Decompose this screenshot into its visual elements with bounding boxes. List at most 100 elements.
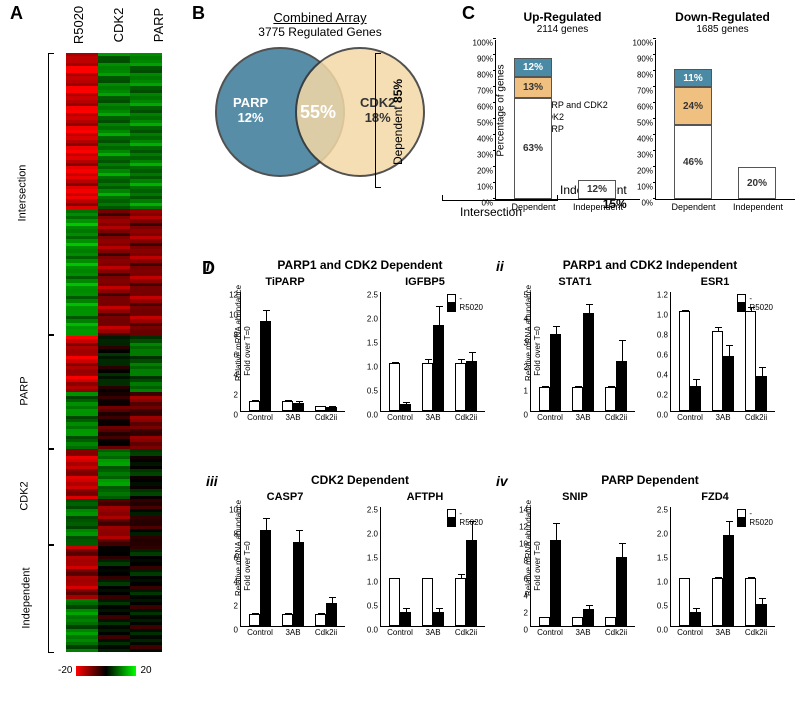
legend-label: -: [749, 509, 752, 518]
bar-pair: [712, 535, 734, 626]
mini-chart: 0.00.51.01.52.02.5-R5020Control3ABCdk2ii: [670, 507, 775, 627]
stacked-group: Up-Regulated 2114 genes 0%10%20%30%40%50…: [485, 10, 640, 200]
bar: [422, 363, 433, 411]
legend-swatch: [737, 294, 746, 303]
bar: [616, 557, 627, 626]
bar: [712, 578, 723, 626]
bar-pair: [712, 331, 734, 411]
mini-xlabel: Control: [245, 411, 275, 422]
mini-chart-container: FZD4 0.00.51.01.52.02.5-R5020Control3ABC…: [650, 491, 780, 627]
bar: [422, 578, 433, 626]
bar: [679, 311, 690, 411]
bar-pair: [282, 542, 304, 626]
bar: [400, 404, 411, 411]
legend-label: R5020: [749, 518, 773, 527]
heatmap-column-labels: R5020CDK2PARP: [58, 5, 178, 45]
mini-xlabel: Control: [535, 626, 565, 637]
scale-min: -20: [58, 665, 72, 676]
mini-group: TiPARP 024681012Relative mRNA abundanceF…: [220, 276, 500, 412]
bar: [605, 617, 616, 626]
mini-chart: 0.00.20.40.60.81.01.2-R5020Control3ABCdk…: [670, 292, 775, 412]
mini-title: ESR1: [650, 276, 780, 288]
independent-bar: 12%: [578, 180, 616, 199]
quad-number: ii: [496, 258, 504, 274]
mini-xlabel: Cdk2ii: [451, 411, 481, 422]
sg-chart: 0%10%20%30%40%50%60%70%80%90%100%12%13%6…: [495, 40, 640, 200]
bar: [616, 361, 627, 411]
mini-title: AFTPH: [360, 491, 490, 503]
quad-number: iv: [496, 473, 508, 489]
stacked-group: Down-Regulated 1685 genes 0%10%20%30%40%…: [645, 10, 795, 200]
legend-swatch: [447, 303, 456, 312]
mini-legend: -R5020: [447, 294, 483, 312]
mini-xlabel: Cdk2ii: [311, 626, 341, 637]
quad-title: PARP1 and CDK2 Dependent: [220, 258, 500, 272]
bar-pair: [389, 363, 411, 411]
bar: [249, 401, 260, 411]
mini-xlabel: 3AB: [568, 411, 598, 422]
mini-xlabel: Control: [675, 626, 705, 637]
bar: [455, 363, 466, 411]
mini-legend: -R5020: [447, 509, 483, 527]
mini-chart: 024681012Relative mRNA abundanceFold ove…: [240, 292, 345, 412]
bar: [466, 361, 477, 411]
bar: [679, 578, 690, 626]
bar: [293, 542, 304, 626]
panel-c-stacked: Percentage of genes PARP and CDK2CDK2PAR…: [460, 5, 790, 235]
bar: [605, 387, 616, 411]
bar-pair: [745, 311, 767, 411]
mini-chart-container: IGFBP5 0.00.51.01.52.02.5-R5020Control3A…: [360, 276, 490, 412]
mini-legend: -R5020: [737, 509, 773, 527]
mini-group: STAT1 012345Relative mRNA abundanceFold …: [510, 276, 790, 412]
bar-pair: [539, 334, 561, 411]
sg-sub: 1685 genes: [645, 24, 795, 35]
quad-number: i: [206, 258, 210, 274]
bar: [550, 334, 561, 411]
dependent-bar: 12%13%63%: [514, 58, 552, 199]
quad: i PARP1 and CDK2 Dependent TiPARP 024681…: [220, 258, 500, 412]
legend-label: R5020: [459, 303, 483, 312]
mini-xlabel: Cdk2ii: [451, 626, 481, 637]
heatmap-row-label: PARP: [19, 376, 31, 405]
bar: [282, 401, 293, 411]
bar: [389, 578, 400, 626]
bar: [572, 617, 583, 626]
heatmap-row-label: Intersection: [16, 165, 28, 222]
bar: [466, 540, 477, 626]
bar-pair: [315, 603, 337, 626]
legend-swatch: [447, 518, 456, 527]
venn-subtitle: 3775 Regulated Genes: [190, 25, 450, 39]
quad: iv PARP Dependent SNIP 02468101214Relati…: [510, 473, 790, 627]
scale-max: 20: [140, 665, 151, 676]
bar: [723, 356, 734, 411]
bar: [723, 535, 734, 626]
bar-segment: 63%: [514, 98, 552, 199]
bar-pair: [455, 540, 477, 626]
bar-segment: 46%: [674, 125, 712, 199]
bar-pair: [572, 609, 594, 626]
bar-segment: 13%: [514, 77, 552, 98]
bar-segment: 11%: [674, 69, 712, 87]
bar: [550, 540, 561, 626]
scale-gradient: [76, 666, 136, 676]
bar: [745, 578, 756, 626]
bar: [756, 376, 767, 411]
panel-a-heatmap: R5020CDK2PARP IntersectionPARPCDK2Indepe…: [8, 5, 168, 685]
mini-chart-container: STAT1 012345Relative mRNA abundanceFold …: [510, 276, 640, 412]
venn-parp-text: PARP12%: [233, 95, 268, 125]
bar-pair: [605, 361, 627, 411]
panel-b-venn: Combined Array 3775 Regulated Genes PARP…: [190, 5, 450, 235]
mini-legend: -R5020: [737, 294, 773, 312]
quad-title: CDK2 Dependent: [220, 473, 500, 487]
bar-pair: [282, 401, 304, 411]
mini-xlabel: 3AB: [418, 411, 448, 422]
mini-chart: 02468101214Relative mRNA abundanceFold o…: [530, 507, 635, 627]
mini-xlabel: 3AB: [278, 626, 308, 637]
sg-title: Up-Regulated: [485, 10, 640, 24]
heatmap-scale: -20 20: [58, 665, 168, 676]
mini-xlabel: Control: [245, 626, 275, 637]
bar: [539, 617, 550, 626]
bar: [400, 612, 411, 626]
legend-label: -: [749, 294, 752, 303]
mini-xlabel: Control: [385, 411, 415, 422]
